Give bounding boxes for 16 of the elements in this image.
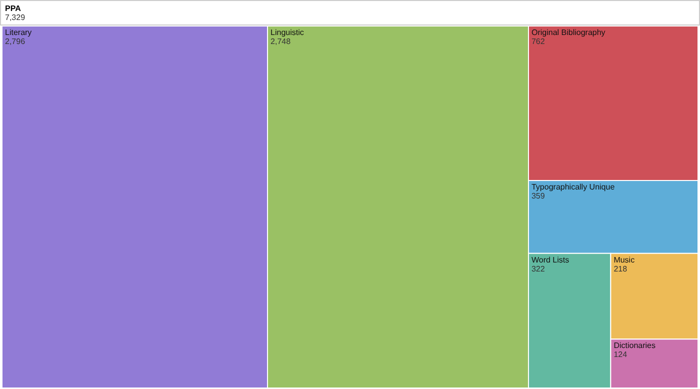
data-label: 124	[614, 350, 628, 360]
data-label: 2,748	[270, 37, 292, 46]
data-label: 322	[531, 264, 546, 274]
data-label: 218	[614, 264, 628, 274]
text: PPA	[5, 4, 22, 13]
category-label: Typographically Unique	[531, 182, 616, 192]
text: 7,329	[5, 13, 26, 22]
category-label: Original Bibliography	[531, 28, 606, 37]
category-label: Literary	[5, 28, 32, 37]
data-label: 762	[531, 37, 546, 46]
data-label: 2,796	[5, 37, 26, 46]
category-label: Dictionaries	[614, 341, 656, 350]
data-label: 359	[531, 192, 546, 201]
category-label: Music	[614, 255, 635, 264]
category-label: Word Lists	[531, 255, 570, 264]
category-label: Linguistic	[270, 28, 304, 37]
